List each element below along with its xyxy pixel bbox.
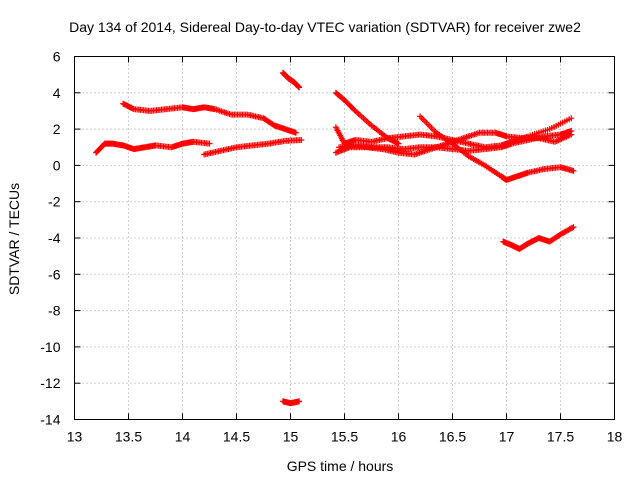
x-tick-label: 16 bbox=[391, 429, 407, 445]
data-point bbox=[569, 224, 576, 231]
series-track-k bbox=[500, 224, 577, 252]
series-track-d bbox=[279, 69, 303, 91]
y-tick-label: -8 bbox=[48, 303, 61, 319]
data-point bbox=[296, 84, 303, 91]
x-tick-label: 17.5 bbox=[547, 429, 574, 445]
series-track-a bbox=[120, 100, 299, 136]
x-axis-label: GPS time / hours bbox=[287, 458, 394, 474]
data-point bbox=[292, 129, 299, 136]
y-tick-label: -14 bbox=[40, 412, 60, 428]
y-tick-label: 4 bbox=[53, 85, 61, 101]
data-point bbox=[568, 115, 575, 122]
y-tick-label: 2 bbox=[53, 121, 61, 137]
data-point bbox=[206, 140, 213, 147]
data-point bbox=[296, 398, 303, 405]
series-track-j bbox=[336, 127, 575, 154]
series-track-i bbox=[417, 113, 577, 183]
x-tick-label: 15 bbox=[283, 429, 299, 445]
x-tick-label: 16.5 bbox=[439, 429, 466, 445]
data-point bbox=[568, 127, 575, 134]
x-tick-label: 13.5 bbox=[115, 429, 142, 445]
data-point bbox=[570, 224, 577, 231]
x-tick-label: 15.5 bbox=[331, 429, 358, 445]
series-track-b bbox=[93, 138, 213, 156]
series-track-c bbox=[201, 136, 305, 158]
chart-title: Day 134 of 2014, Sidereal Day-to-day VTE… bbox=[69, 19, 581, 35]
data-point bbox=[298, 136, 305, 143]
x-tick-label: 17 bbox=[499, 429, 515, 445]
x-tick-label: 13 bbox=[67, 429, 83, 445]
x-tick-label: 14 bbox=[175, 429, 191, 445]
y-tick-label: -6 bbox=[48, 266, 61, 282]
y-tick-label: -4 bbox=[48, 230, 61, 246]
x-tick-label: 18 bbox=[607, 429, 623, 445]
y-tick-label: 0 bbox=[53, 157, 61, 173]
axis-ticks: 13 13.5 14 14.5 15 15.5 16 16.5 17 17.5 18 -14 -12 -1… bbox=[40, 49, 622, 445]
y-axis-label: SDTVAR / TECUs bbox=[6, 183, 22, 295]
data-points bbox=[93, 69, 577, 407]
y-tick-label: 6 bbox=[53, 49, 61, 65]
plot-frame bbox=[74, 56, 615, 420]
y-tick-label: -12 bbox=[40, 375, 60, 391]
y-tick-label: -2 bbox=[48, 194, 61, 210]
y-tick-label: -10 bbox=[40, 339, 60, 355]
data-point bbox=[570, 167, 577, 174]
series-track-e bbox=[279, 398, 303, 407]
x-tick-label: 14.5 bbox=[223, 429, 250, 445]
